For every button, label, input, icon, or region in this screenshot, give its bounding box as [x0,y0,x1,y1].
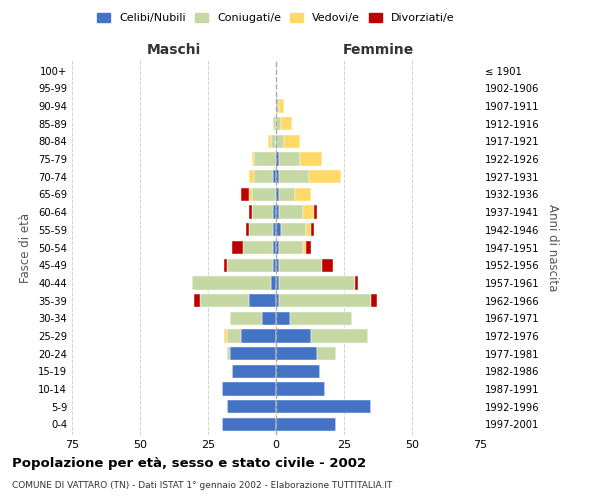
Text: Maschi: Maschi [147,44,201,58]
Bar [268,134,271,148]
Bar [200,294,249,307]
Bar [273,170,276,183]
Bar [276,418,336,431]
Bar [230,312,262,325]
Bar [276,258,279,272]
Text: Popolazione per età, sesso e stato civile - 2002: Popolazione per età, sesso e stato civil… [12,458,366,470]
Bar [276,294,279,307]
Bar [227,258,273,272]
Bar [273,241,276,254]
Bar [273,206,276,219]
Bar [279,258,322,272]
Bar [249,294,276,307]
Y-axis label: Fasce di età: Fasce di età [19,212,32,282]
Bar [230,347,276,360]
Bar [271,276,276,289]
Text: COMUNE DI VATTARO (TN) - Dati ISTAT 1° gennaio 2002 - Elaborazione TUTTITALIA.IT: COMUNE DI VATTARO (TN) - Dati ISTAT 1° g… [12,481,392,490]
Bar [284,134,301,148]
Bar [303,241,306,254]
Bar [314,206,317,219]
Bar [276,400,371,413]
Bar [276,170,279,183]
Bar [279,276,355,289]
Bar [241,188,249,201]
Bar [276,364,320,378]
Bar [276,152,279,166]
Bar [295,188,311,201]
Bar [317,347,336,360]
Bar [232,364,276,378]
Bar [224,258,227,272]
Bar [276,223,281,236]
Y-axis label: Anni di nascita: Anni di nascita [546,204,559,291]
Bar [251,152,254,166]
Bar [306,241,311,254]
Bar [279,152,301,166]
Bar [311,330,368,342]
Bar [273,258,276,272]
Bar [227,330,241,342]
Bar [279,170,308,183]
Bar [303,206,314,219]
Bar [254,170,273,183]
Bar [232,241,244,254]
Bar [279,100,284,112]
Bar [251,206,273,219]
Bar [224,330,227,342]
Bar [249,206,251,219]
Bar [276,241,279,254]
Bar [371,294,377,307]
Bar [276,117,281,130]
Bar [279,241,303,254]
Bar [251,188,276,201]
Bar [276,347,317,360]
Legend: Celibi/Nubili, Coniugati/e, Vedovi/e, Divorziati/e: Celibi/Nubili, Coniugati/e, Vedovi/e, Di… [93,8,459,28]
Bar [281,117,292,130]
Bar [279,188,295,201]
Bar [254,152,276,166]
Bar [279,206,303,219]
Bar [273,117,276,130]
Bar [227,400,276,413]
Bar [249,188,251,201]
Bar [241,330,276,342]
Bar [246,223,249,236]
Bar [311,223,314,236]
Bar [276,312,290,325]
Bar [279,294,371,307]
Bar [194,294,200,307]
Bar [290,312,352,325]
Bar [322,258,333,272]
Bar [276,100,279,112]
Bar [276,330,311,342]
Bar [308,170,341,183]
Bar [276,206,279,219]
Bar [276,134,284,148]
Bar [276,276,279,289]
Text: Femmine: Femmine [343,44,413,58]
Bar [276,382,325,396]
Bar [301,152,322,166]
Bar [249,223,273,236]
Bar [244,241,273,254]
Bar [276,188,279,201]
Bar [355,276,358,289]
Bar [273,223,276,236]
Bar [249,170,254,183]
Bar [221,382,276,396]
Bar [221,418,276,431]
Bar [271,134,276,148]
Bar [281,223,306,236]
Bar [191,276,271,289]
Bar [227,347,230,360]
Bar [262,312,276,325]
Bar [306,223,311,236]
